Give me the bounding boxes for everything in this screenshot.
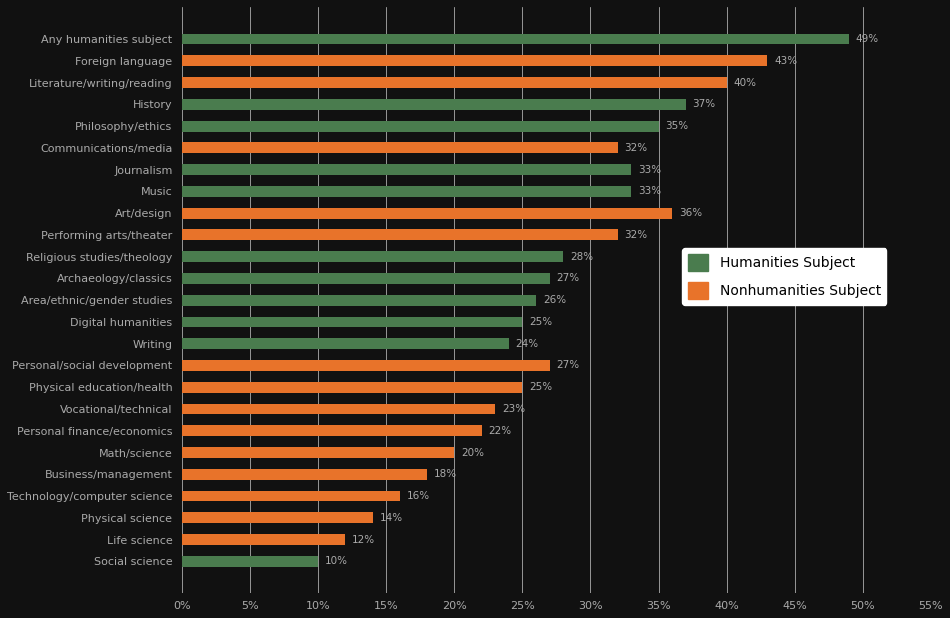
Text: 36%: 36%: [679, 208, 702, 218]
Bar: [182, 512, 372, 523]
Bar: [182, 338, 509, 349]
Text: 49%: 49%: [856, 34, 879, 44]
Bar: [182, 142, 618, 153]
Text: 26%: 26%: [542, 295, 566, 305]
Bar: [182, 33, 849, 44]
Bar: [182, 121, 658, 132]
Bar: [182, 425, 482, 436]
Bar: [182, 556, 318, 567]
Text: 10%: 10%: [325, 556, 348, 566]
Text: 25%: 25%: [529, 317, 552, 327]
Text: 24%: 24%: [516, 339, 539, 349]
Text: 32%: 32%: [624, 230, 648, 240]
Bar: [182, 404, 495, 415]
Bar: [182, 534, 346, 545]
Bar: [182, 252, 563, 262]
Bar: [182, 208, 673, 219]
Bar: [182, 316, 522, 328]
Legend: Humanities Subject, Nonhumanities Subject: Humanities Subject, Nonhumanities Subjec…: [682, 248, 886, 305]
Bar: [182, 295, 536, 306]
Text: 25%: 25%: [529, 382, 552, 392]
Bar: [182, 164, 632, 175]
Bar: [182, 360, 550, 371]
Bar: [182, 382, 522, 392]
Text: 33%: 33%: [638, 187, 661, 197]
Bar: [182, 56, 768, 66]
Text: 40%: 40%: [733, 78, 756, 88]
Text: 28%: 28%: [570, 252, 593, 261]
Bar: [182, 99, 686, 110]
Text: 35%: 35%: [665, 121, 689, 131]
Text: 20%: 20%: [461, 447, 484, 457]
Text: 22%: 22%: [488, 426, 511, 436]
Text: 33%: 33%: [638, 164, 661, 175]
Text: 37%: 37%: [693, 99, 715, 109]
Bar: [182, 447, 454, 458]
Text: 18%: 18%: [434, 469, 457, 480]
Text: 32%: 32%: [624, 143, 648, 153]
Text: 27%: 27%: [557, 273, 580, 284]
Bar: [182, 469, 428, 480]
Text: 12%: 12%: [352, 535, 375, 544]
Bar: [182, 229, 618, 240]
Bar: [182, 186, 632, 197]
Bar: [182, 77, 727, 88]
Text: 16%: 16%: [407, 491, 429, 501]
Text: 43%: 43%: [774, 56, 797, 66]
Bar: [182, 491, 400, 501]
Text: 14%: 14%: [379, 513, 403, 523]
Text: 23%: 23%: [502, 404, 525, 414]
Bar: [182, 273, 550, 284]
Text: 27%: 27%: [557, 360, 580, 370]
